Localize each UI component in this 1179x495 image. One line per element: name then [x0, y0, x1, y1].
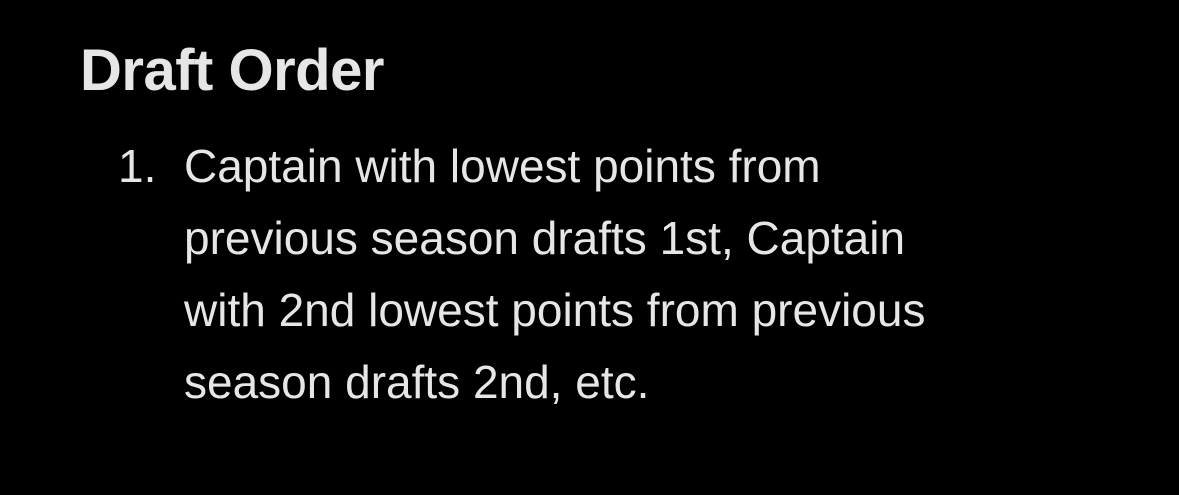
draft-order-list: 1. Captain with lowest points from previ… — [118, 130, 1058, 418]
list-item-line: Captain with lowest points from — [184, 140, 821, 192]
list-item-text: Captain with lowest points from previous… — [184, 130, 1034, 418]
list-item-line: previous season drafts 1st, Captain — [184, 212, 906, 264]
section-heading: Draft Order — [80, 38, 384, 103]
list-item-number: 1. — [118, 140, 157, 192]
list-item-line: season drafts 2nd, etc. — [184, 356, 650, 408]
list-item-line: with 2nd lowest points from previous — [184, 284, 926, 336]
list-item: 1. Captain with lowest points from previ… — [118, 130, 1058, 418]
